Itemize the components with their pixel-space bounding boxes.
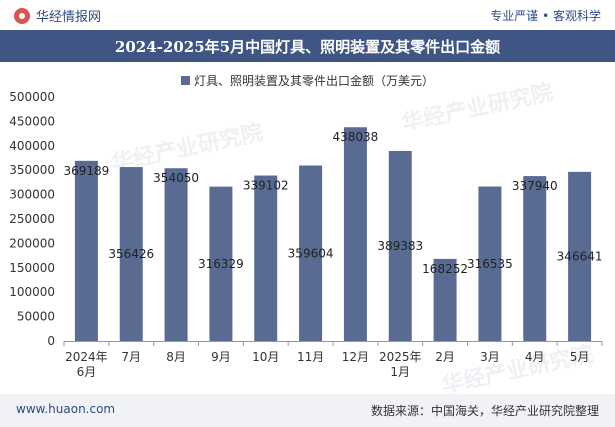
x-tick-label: 4月: [525, 350, 545, 364]
bar: [523, 176, 547, 341]
data-label: 316535: [467, 257, 513, 271]
y-tick-label: 50000: [17, 310, 55, 324]
brand: 华经情报网: [14, 6, 101, 25]
x-tick-label: 2025年: [379, 350, 422, 364]
data-label: 346641: [557, 249, 603, 263]
data-label: 359604: [288, 246, 334, 260]
data-label: 316329: [198, 257, 244, 271]
y-tick-label: 250000: [9, 212, 55, 226]
x-tick-label: 1月: [390, 365, 410, 379]
x-tick-label: 6月: [77, 365, 97, 379]
y-tick-label: 450000: [9, 114, 55, 128]
footer-url[interactable]: www.huaon.com: [16, 402, 116, 416]
chart-title: 2024-2025年5月中国灯具、照明装置及其零件出口金额: [114, 38, 501, 56]
bar: [478, 186, 502, 341]
y-tick-label: 350000: [9, 163, 55, 177]
bar: [74, 160, 98, 341]
x-tick-label: 8月: [166, 350, 186, 364]
brand-name: 华经情报网: [36, 10, 102, 25]
bar: [343, 127, 367, 341]
x-tick-label: 12月: [342, 350, 369, 364]
x-tick-label: 11月: [297, 350, 324, 364]
data-label: 354050: [153, 171, 199, 185]
y-tick-label: 150000: [9, 261, 55, 275]
bar: [254, 175, 278, 341]
bar: [209, 186, 233, 341]
y-tick-label: 0: [47, 334, 55, 348]
footer: www.huaon.com 数据来源：中国海关，华经产业研究院整理: [0, 394, 615, 427]
bar: [388, 150, 412, 341]
data-label: 168252: [422, 262, 468, 276]
x-tick-label: 10月: [252, 350, 279, 364]
legend-label: 灯具、照明装置及其零件出口金额（万美元）: [193, 74, 434, 88]
x-tick-label: 5月: [570, 350, 590, 364]
footer-source: 数据来源：中国海关，华经产业研究院整理: [370, 404, 599, 418]
y-tick-label: 200000: [9, 236, 55, 250]
top-bar: 华经情报网 专业严谨 • 客观科学: [0, 0, 615, 30]
y-tick-label: 500000: [9, 90, 55, 104]
brand-slogan: 专业严谨 • 客观科学: [490, 9, 601, 23]
bar: [299, 165, 323, 341]
x-tick-label: 2月: [435, 350, 455, 364]
bar: [568, 171, 592, 341]
legend: 灯具、照明装置及其零件出口金额（万美元）: [0, 72, 615, 89]
x-tick-label: 9月: [211, 350, 231, 364]
bar-chart: 0 50000 100000 150000 200000 250000 300000 3500…: [9, 90, 603, 379]
bar: [433, 258, 457, 341]
bar: [119, 167, 143, 341]
y-tick-label: 100000: [9, 285, 55, 299]
x-tick-label: 7月: [121, 350, 141, 364]
title-bar: 2024-2025年5月中国灯具、照明装置及其零件出口金额: [0, 30, 615, 62]
y-tick-label: 400000: [9, 139, 55, 153]
y-tick-label: 300000: [9, 188, 55, 202]
data-label: 389383: [377, 239, 423, 253]
data-label: 438038: [333, 130, 379, 144]
legend-swatch: [180, 76, 190, 85]
brand-logo-icon: [14, 8, 30, 24]
x-tick-label: 3月: [480, 350, 500, 364]
data-label: 337940: [512, 179, 558, 193]
x-tick-label: 2024年: [65, 350, 108, 364]
data-label: 339102: [243, 179, 289, 193]
data-label: 356426: [108, 247, 154, 261]
data-label: 369189: [64, 164, 110, 178]
bar: [164, 168, 188, 341]
